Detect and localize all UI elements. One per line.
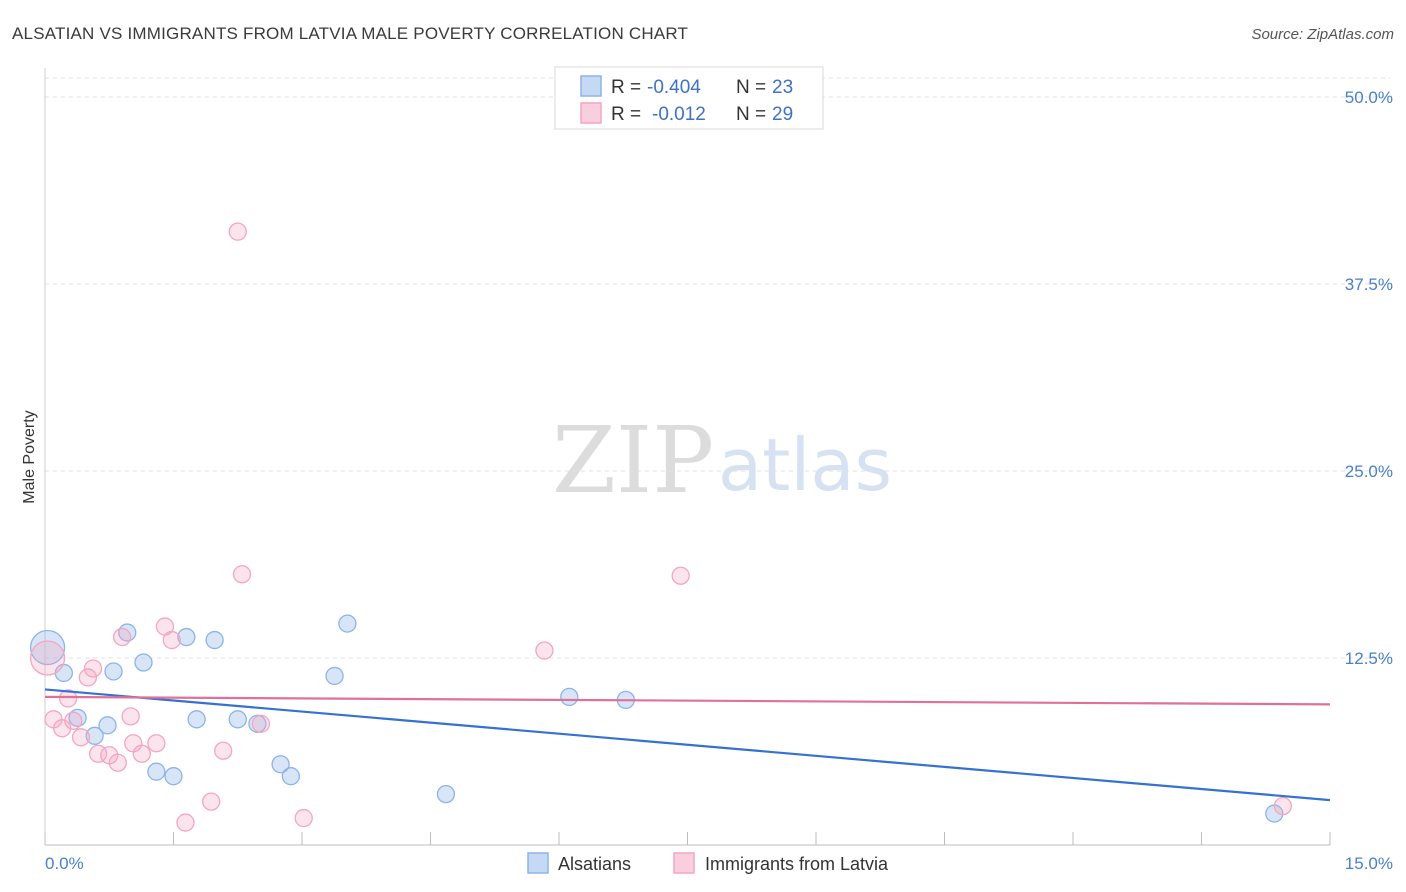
point-latvia bbox=[132, 744, 151, 763]
legend-row-1: R = -0.404 N = 23 bbox=[611, 77, 793, 98]
point-alsatians bbox=[134, 653, 153, 672]
point-latvia bbox=[1273, 796, 1293, 816]
point-latvia bbox=[202, 792, 221, 811]
watermark-atlas: atlas bbox=[718, 423, 892, 507]
legend-r-label-2: R = bbox=[611, 104, 646, 125]
point-latvia bbox=[162, 630, 181, 650]
point-alsatians bbox=[228, 710, 247, 729]
point-latvia bbox=[251, 714, 271, 733]
point-latvia bbox=[78, 668, 97, 687]
point-latvia bbox=[176, 813, 195, 832]
point-latvia bbox=[29, 640, 66, 676]
data-points bbox=[29, 222, 1293, 832]
legend-swatch-latvia bbox=[580, 102, 602, 124]
point-latvia bbox=[232, 565, 252, 584]
y-tick-label: 37.5% bbox=[1345, 275, 1393, 294]
y-tick-label: 50.0% bbox=[1345, 88, 1393, 107]
point-alsatians bbox=[325, 666, 344, 686]
point-alsatians bbox=[338, 614, 357, 633]
bottom-legend-swatch-latvia bbox=[673, 852, 695, 874]
bottom-legend-label-latvia: Immigrants from Latvia bbox=[705, 854, 889, 874]
point-alsatians bbox=[436, 784, 456, 804]
point-alsatians bbox=[271, 755, 290, 774]
legend-r-label-1: R = bbox=[611, 77, 646, 98]
watermark-zip: ZIP bbox=[552, 407, 714, 514]
point-latvia bbox=[121, 707, 140, 726]
x-tick-labels: 0.0% 15.0% bbox=[45, 854, 1393, 873]
point-alsatians bbox=[281, 767, 301, 786]
point-latvia bbox=[112, 627, 132, 647]
legend-n-label-1: N = bbox=[736, 77, 771, 98]
legend-bottom: Alsatians Immigrants from Latvia bbox=[527, 852, 889, 874]
point-alsatians bbox=[560, 687, 579, 707]
point-alsatians bbox=[205, 630, 224, 650]
point-alsatians bbox=[104, 662, 123, 681]
legend-n-value-2: 29 bbox=[772, 104, 793, 125]
point-alsatians bbox=[164, 767, 183, 786]
point-alsatians bbox=[85, 726, 104, 745]
point-latvia bbox=[108, 753, 127, 772]
chart-source: Source: ZipAtlas.com bbox=[1251, 26, 1394, 43]
point-latvia bbox=[71, 728, 91, 747]
axes bbox=[44, 68, 1331, 846]
point-alsatians bbox=[29, 629, 66, 666]
point-alsatians bbox=[177, 627, 196, 647]
legend-swatch-alsatians bbox=[580, 75, 602, 97]
point-latvia bbox=[671, 566, 690, 585]
point-alsatians bbox=[187, 710, 206, 729]
point-alsatians bbox=[147, 762, 166, 781]
trend-line-alsatians bbox=[44, 688, 1331, 802]
legend-n-label-2: N = bbox=[736, 104, 771, 125]
point-latvia bbox=[294, 808, 313, 828]
legend-row-2: R = -0.012 N = 29 bbox=[611, 104, 793, 125]
chart-title: ALSATIAN VS IMMIGRANTS FROM LATVIA MALE … bbox=[12, 24, 688, 43]
point-latvia bbox=[58, 689, 78, 708]
y-tick-label: 25.0% bbox=[1345, 462, 1393, 481]
point-latvia bbox=[147, 734, 166, 753]
x-tick-label: 0.0% bbox=[45, 854, 84, 873]
y-tick-label: 12.5% bbox=[1345, 649, 1393, 668]
trend-line-latvia bbox=[44, 695, 1331, 706]
y-axis-label: Male Poverty bbox=[21, 410, 38, 503]
legend-r-value-1: -0.404 bbox=[647, 77, 701, 98]
legend-r-value-2: -0.012 bbox=[652, 104, 706, 125]
point-latvia bbox=[64, 711, 83, 730]
point-latvia bbox=[214, 741, 233, 760]
point-alsatians bbox=[98, 716, 117, 735]
watermark: ZIP atlas bbox=[552, 407, 892, 514]
point-latvia bbox=[83, 659, 103, 678]
bottom-legend-swatch-alsatians bbox=[527, 852, 549, 874]
trend-lines bbox=[44, 688, 1331, 802]
legend-n-value-1: 23 bbox=[772, 77, 793, 98]
x-tick-label: 15.0% bbox=[1345, 854, 1393, 873]
bottom-legend-label-alsatians: Alsatians bbox=[558, 854, 631, 874]
point-latvia bbox=[228, 222, 247, 241]
point-latvia bbox=[535, 641, 554, 660]
legend-top: R = -0.404 N = 23 R = -0.012 N = 29 bbox=[554, 66, 824, 130]
y-tick-labels: 12.5% 25.0% 37.5% 50.0% bbox=[1345, 88, 1393, 668]
